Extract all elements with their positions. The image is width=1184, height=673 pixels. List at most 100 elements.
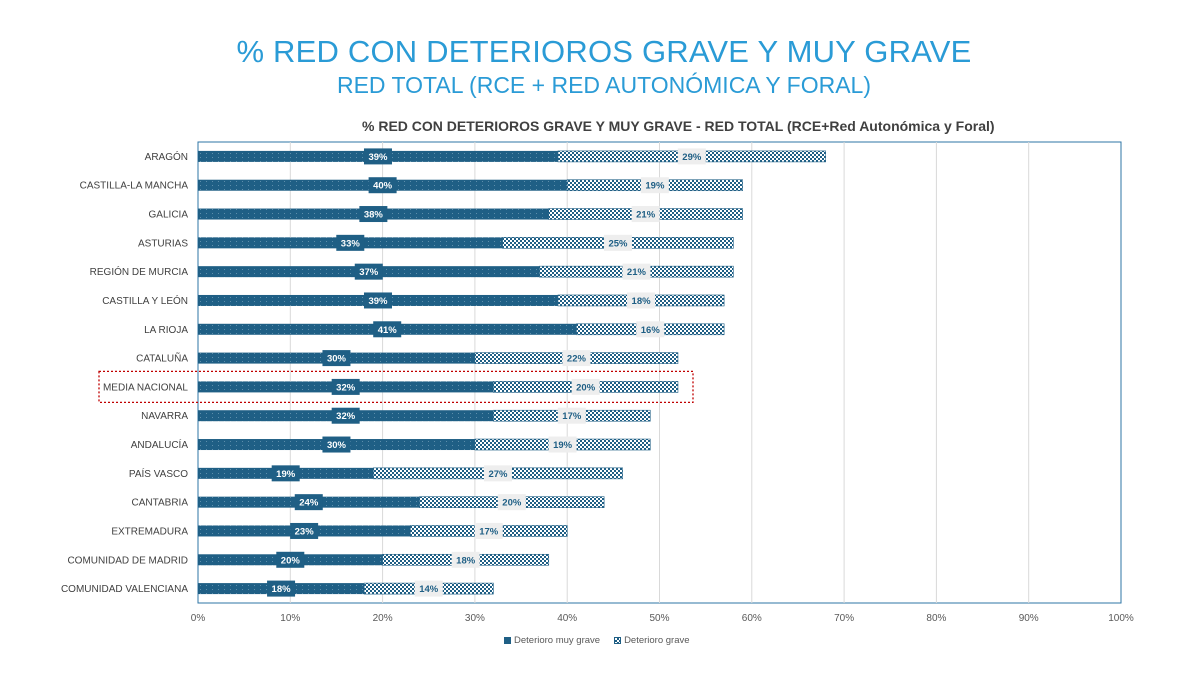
highlight-box — [98, 370, 694, 404]
category-label: EXTREMADURA — [111, 526, 188, 537]
data-label-box-grave — [414, 580, 443, 597]
data-label-grave: 20% — [502, 498, 522, 509]
category-label: CASTILLA Y LEÓN — [102, 294, 188, 307]
x-tick-label: 0% — [191, 613, 206, 624]
x-tick-label: 20% — [373, 613, 393, 624]
data-label-grave: 19% — [645, 181, 665, 192]
data-label-grave: 16% — [641, 325, 661, 336]
data-label-grave: 18% — [456, 555, 476, 566]
data-label-box-grave — [622, 263, 651, 280]
category-label: CANTABRIA — [132, 498, 189, 509]
category-label: CATALUÑA — [136, 352, 188, 365]
data-label-muy-grave: 40% — [373, 181, 393, 192]
data-label-box-grave — [451, 551, 480, 568]
x-tick-label: 90% — [1019, 613, 1039, 624]
data-label-box-muy-grave — [290, 522, 319, 539]
data-label-box-grave — [627, 292, 656, 309]
data-label-grave: 27% — [488, 469, 508, 480]
data-label-grave: 22% — [567, 354, 587, 365]
data-label-box-grave — [497, 494, 526, 511]
x-tick-label: 10% — [280, 613, 300, 624]
x-tick-label: 40% — [557, 613, 577, 624]
data-label-grave: 17% — [479, 526, 499, 537]
data-label-box-muy-grave — [276, 551, 305, 568]
data-label-muy-grave: 33% — [341, 238, 361, 249]
data-label-box-grave — [640, 177, 669, 194]
data-label-muy-grave: 23% — [295, 526, 315, 537]
data-label-muy-grave: 30% — [327, 440, 347, 451]
data-label-muy-grave: 37% — [359, 267, 379, 278]
data-label-muy-grave: 39% — [368, 152, 388, 163]
data-label-box-muy-grave — [368, 177, 397, 194]
data-label-muy-grave: 19% — [276, 469, 296, 480]
data-label-muy-grave: 41% — [378, 325, 398, 336]
legend-swatch-grave — [614, 637, 622, 644]
x-tick-label: 80% — [926, 613, 946, 624]
data-label-grave: 18% — [632, 296, 652, 307]
data-label-muy-grave: 39% — [368, 296, 388, 307]
data-label-box-grave — [548, 436, 577, 453]
x-tick-label: 60% — [742, 613, 762, 624]
category-label: ARAGÓN — [145, 150, 188, 163]
category-label: MEDIA NACIONAL — [103, 382, 188, 393]
data-label-box-muy-grave — [373, 321, 402, 338]
data-label-box-muy-grave — [359, 206, 388, 223]
data-label-box-grave — [483, 465, 512, 482]
data-label-grave: 21% — [636, 210, 656, 221]
x-tick-label: 70% — [834, 613, 854, 624]
category-label: REGIÓN DE MURCIA — [90, 265, 189, 278]
x-tick-label: 30% — [465, 613, 485, 624]
data-label-box-muy-grave — [267, 580, 296, 597]
category-label: NAVARRA — [141, 411, 188, 422]
chart-legend: Deterioro muy grave Deterioro grave — [504, 635, 690, 646]
data-label-box-grave — [474, 522, 503, 539]
data-label-grave: 25% — [608, 238, 628, 249]
data-label-grave: 14% — [419, 584, 439, 595]
data-label-box-muy-grave — [322, 350, 351, 367]
data-label-muy-grave: 38% — [364, 210, 384, 221]
category-label: ANDALUCÍA — [131, 438, 189, 451]
data-label-box-muy-grave — [331, 378, 360, 395]
data-label-box-grave — [636, 321, 665, 338]
data-label-box-grave — [677, 148, 706, 165]
data-label-box-grave — [562, 350, 591, 367]
legend-label-muy-grave: Deterioro muy grave — [514, 635, 601, 646]
data-label-box-muy-grave — [363, 292, 392, 309]
legend-item-muy-grave: Deterioro muy grave — [504, 635, 600, 646]
data-label-grave: 21% — [627, 267, 647, 278]
data-label-box-muy-grave — [294, 494, 323, 511]
data-label-box-muy-grave — [336, 234, 365, 251]
chart-title: % RED CON DETERIOROS GRAVE Y MUY GRAVE -… — [362, 118, 995, 134]
data-label-box-muy-grave — [322, 436, 351, 453]
data-label-box-muy-grave — [331, 407, 360, 424]
category-label: CASTILLA-LA MANCHA — [80, 181, 189, 192]
data-label-muy-grave: 30% — [327, 354, 347, 365]
data-label-box-muy-grave — [354, 263, 383, 280]
data-label-muy-grave: 20% — [281, 555, 301, 566]
x-tick-label: 50% — [649, 613, 669, 624]
legend-item-grave: Deterioro grave — [614, 635, 690, 646]
category-label: GALICIA — [149, 210, 189, 221]
data-label-box-grave — [571, 378, 600, 395]
category-label: COMUNIDAD DE MADRID — [67, 555, 188, 566]
category-label: ASTURIAS — [138, 238, 188, 249]
category-label: PAÍS VASCO — [129, 467, 188, 480]
data-label-box-muy-grave — [271, 465, 300, 482]
data-label-grave: 19% — [553, 440, 573, 451]
data-label-box-muy-grave — [363, 148, 392, 165]
data-label-grave: 20% — [576, 382, 596, 393]
category-label: LA RIOJA — [144, 325, 188, 336]
data-label-box-grave — [603, 234, 632, 251]
data-label-muy-grave: 18% — [272, 584, 292, 595]
x-tick-label: 100% — [1108, 613, 1134, 624]
legend-swatch-muy-grave — [504, 637, 511, 644]
data-label-grave: 29% — [682, 152, 702, 163]
data-label-box-grave — [557, 407, 586, 424]
data-label-muy-grave: 24% — [299, 498, 319, 509]
page-title: % RED CON DETERIOROS GRAVE Y MUY GRAVE — [236, 34, 972, 69]
page-subtitle: RED TOTAL (RCE + RED AUTONÓMICA Y FORAL) — [336, 72, 872, 98]
category-label: COMUNIDAD VALENCIANA — [61, 584, 188, 595]
data-label-box-grave — [631, 206, 660, 223]
data-label-muy-grave: 32% — [336, 411, 356, 422]
